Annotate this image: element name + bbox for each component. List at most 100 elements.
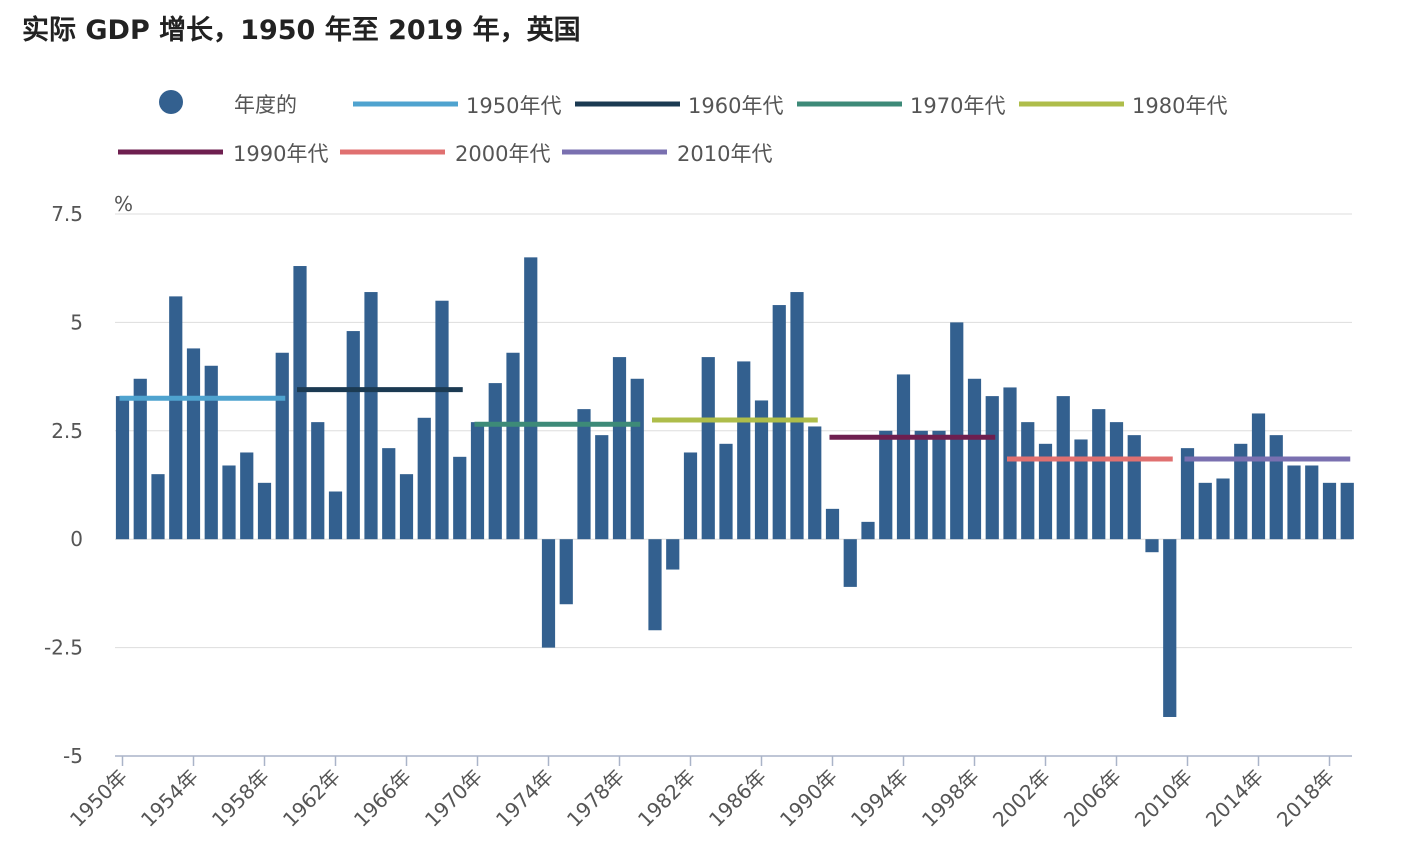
bar xyxy=(683,452,698,540)
bar xyxy=(133,378,147,540)
bar xyxy=(417,417,431,540)
x-tick-label: 2006年 xyxy=(1059,765,1126,832)
legend-item: 1980年代 xyxy=(1019,94,1227,118)
legend-item: 2010年代 xyxy=(562,142,772,166)
bar xyxy=(204,365,218,540)
bar xyxy=(1287,465,1301,540)
bar xyxy=(914,430,928,540)
legend-label: 2010年代 xyxy=(677,142,772,166)
bar xyxy=(470,422,485,540)
y-axis-unit-label: % xyxy=(114,192,133,216)
x-tick-label: 1970年 xyxy=(420,765,487,832)
bar xyxy=(275,352,289,540)
bar xyxy=(346,331,360,540)
legend-label: 1950年代 xyxy=(466,94,561,118)
bar xyxy=(612,357,627,540)
bar xyxy=(524,257,538,540)
bar xyxy=(861,521,875,540)
bar xyxy=(453,456,467,540)
y-tick-label: 5 xyxy=(70,310,83,334)
bar xyxy=(1003,387,1017,540)
bar xyxy=(257,482,272,540)
bar xyxy=(1251,413,1266,540)
x-tick-label: 1950年 xyxy=(65,765,132,832)
bar xyxy=(1198,482,1212,540)
bar xyxy=(1234,443,1248,540)
y-tick-label: 2.5 xyxy=(51,419,83,443)
x-tick-label: 1966年 xyxy=(349,765,416,832)
y-tick-label: 0 xyxy=(70,527,83,551)
bar xyxy=(435,300,449,540)
bar xyxy=(1092,409,1106,540)
legend-marker-annual xyxy=(159,90,183,114)
legend-label: 年度的 xyxy=(234,93,297,117)
x-axis: 1950年 1954年 1958年 1962年 1966年 1970年 1974年 1978年… xyxy=(65,756,1339,832)
x-tick-label: 1990年 xyxy=(775,765,842,832)
bar xyxy=(1038,443,1053,540)
bar xyxy=(1180,448,1195,540)
legend-item: 1960年代 xyxy=(575,94,783,118)
bar xyxy=(754,400,769,540)
bar xyxy=(186,348,201,540)
x-tick-label: 2002年 xyxy=(988,765,1055,832)
bar xyxy=(1021,422,1035,540)
bar xyxy=(541,539,556,648)
x-tick-label: 1994年 xyxy=(846,765,913,832)
legend-item: 1970年代 xyxy=(797,94,1005,118)
x-tick-label: 1998年 xyxy=(917,765,984,832)
decade-average-lines xyxy=(119,387,1351,462)
x-tick-label: 1954年 xyxy=(136,765,203,832)
legend: 年度的 1950年代 1960年代 1970年代 1980年代 1990年代 2000年代 2… xyxy=(118,90,1227,166)
bar xyxy=(648,539,662,631)
bar xyxy=(151,474,165,540)
legend-item: 1990年代 xyxy=(118,142,328,166)
bar xyxy=(825,508,840,540)
bar xyxy=(1127,435,1141,540)
bar xyxy=(1322,482,1337,540)
x-tick-label: 1986年 xyxy=(704,765,771,832)
y-tick-label: -2.5 xyxy=(44,636,83,660)
bar xyxy=(399,474,414,540)
legend-item: 1950年代 xyxy=(353,94,561,118)
legend-label: 2000年代 xyxy=(455,142,550,166)
bar xyxy=(328,491,343,540)
bar xyxy=(879,430,893,540)
bar xyxy=(1269,435,1283,540)
bar xyxy=(293,266,307,540)
bar xyxy=(790,292,804,540)
bar xyxy=(1056,396,1070,540)
legend-item: 年度的 xyxy=(159,90,297,117)
annual-bars xyxy=(115,257,1354,717)
legend-label: 1960年代 xyxy=(688,94,783,118)
x-tick-label: 1958年 xyxy=(207,765,274,832)
bar xyxy=(950,322,964,540)
x-tick-label: 2014年 xyxy=(1201,765,1268,832)
bar xyxy=(559,539,573,605)
bar xyxy=(364,292,378,540)
bar xyxy=(719,443,733,540)
y-tick-label: -5 xyxy=(63,744,83,768)
legend-label: 1980年代 xyxy=(1132,94,1227,118)
bar xyxy=(595,435,609,540)
x-tick-label: 2010年 xyxy=(1130,765,1197,832)
bar xyxy=(1163,539,1177,717)
bar xyxy=(967,378,982,540)
x-tick-label: 1978年 xyxy=(562,765,629,832)
x-tick-label: 2018年 xyxy=(1272,765,1339,832)
bar xyxy=(1074,439,1088,540)
bar xyxy=(737,361,751,540)
bar xyxy=(1109,422,1124,540)
bar xyxy=(1340,482,1354,540)
bar xyxy=(630,378,644,540)
y-axis-tick-labels: 7.5 5 2.5 0 -2.5 -5 xyxy=(44,202,83,768)
y-tick-label: 7.5 xyxy=(51,202,83,226)
bar xyxy=(666,539,680,570)
chart-title: 实际 GDP 增长，1950 年至 2019 年，英国 xyxy=(22,15,581,46)
bar xyxy=(506,352,520,540)
x-tick-label: 1974年 xyxy=(491,765,558,832)
legend-label: 1990年代 xyxy=(233,142,328,166)
legend-item: 2000年代 xyxy=(340,142,550,166)
bar xyxy=(240,452,254,540)
bar xyxy=(1145,539,1159,553)
